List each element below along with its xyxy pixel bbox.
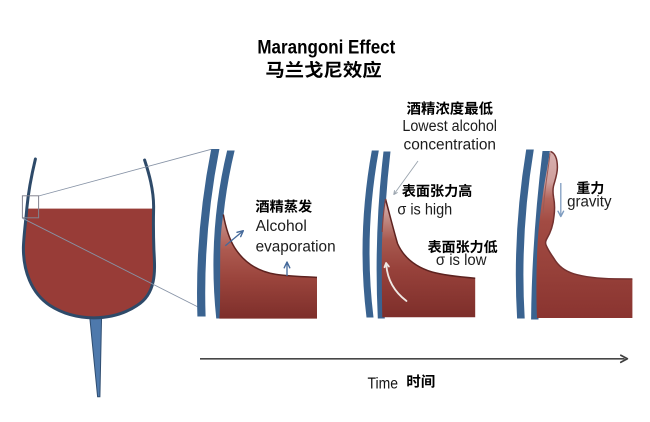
svg-text:Lowest alcohol: Lowest alcohol	[402, 118, 497, 135]
svg-text:σ is low: σ is low	[436, 252, 487, 269]
svg-text:evaporation: evaporation	[256, 239, 336, 256]
svg-text:Marangoni Effect: Marangoni Effect	[257, 37, 396, 58]
svg-text:σ is high: σ is high	[397, 201, 452, 218]
svg-text:concentration: concentration	[404, 137, 497, 154]
svg-text:gravity: gravity	[567, 193, 612, 210]
svg-text:Time: Time	[368, 375, 399, 392]
svg-text:Alcohol: Alcohol	[256, 218, 307, 235]
